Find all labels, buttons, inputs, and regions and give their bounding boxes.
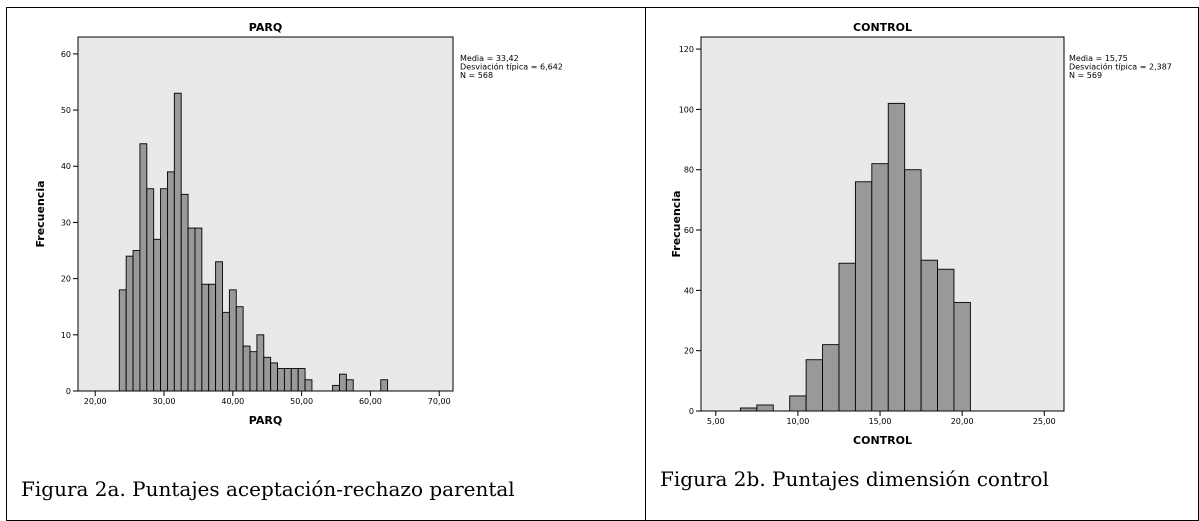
histogram-bar <box>270 362 278 392</box>
stats-line: N = 568 <box>460 71 493 80</box>
x-tick-label: 15,00 <box>869 417 892 426</box>
histogram-bar <box>139 143 148 392</box>
histogram-bar <box>739 407 758 412</box>
y-tick-label: 0 <box>66 387 71 396</box>
x-tick-label: 40,00 <box>221 397 244 406</box>
histogram-bar <box>201 283 210 392</box>
histogram-bar <box>805 359 823 412</box>
x-tick-label: 70,00 <box>428 397 451 406</box>
y-axis-label: Frecuencia <box>34 180 47 247</box>
histogram-bar <box>153 238 162 392</box>
histogram-bar <box>304 379 313 392</box>
histogram-bar <box>838 262 856 412</box>
x-tick-label: 5,00 <box>707 417 725 426</box>
x-tick-label: 25,00 <box>1033 417 1056 426</box>
histogram-bar <box>854 181 873 412</box>
x-tick-label: 20,00 <box>84 397 107 406</box>
y-tick-label: 20 <box>684 347 694 356</box>
y-tick-label: 60 <box>684 226 694 235</box>
caption-figure-2b: Figura 2b. Puntajes dimensión control <box>660 467 1049 491</box>
histogram-bar <box>180 193 189 392</box>
histogram-bar <box>380 379 389 392</box>
y-tick-label: 10 <box>61 331 71 340</box>
stats-line: Desviación típica = 6,642 <box>460 62 563 72</box>
histogram-bar <box>235 306 244 392</box>
histogram-bar <box>118 289 127 392</box>
histogram-bar <box>228 289 237 392</box>
histogram-bar <box>249 351 258 392</box>
histogram-bar <box>953 301 971 412</box>
y-tick-label: 60 <box>61 50 71 59</box>
x-tick-label: 20,00 <box>951 417 974 426</box>
stats-line: Media = 33,42 <box>460 54 519 63</box>
x-axis-label: CONTROL <box>853 434 912 447</box>
chart-title: PARQ <box>249 21 282 34</box>
y-axis-label: Frecuencia <box>670 190 683 257</box>
chart-title: CONTROL <box>853 21 912 34</box>
y-tick-label: 80 <box>684 166 694 175</box>
histogram-bar <box>173 92 182 392</box>
y-tick-label: 50 <box>61 106 71 115</box>
x-tick-label: 30,00 <box>153 397 176 406</box>
stats-line: Media = 15,75 <box>1069 54 1128 63</box>
histogram-bar <box>215 261 223 392</box>
histogram-bar <box>256 334 265 392</box>
histogram-bar <box>871 163 889 412</box>
histogram-bar <box>345 379 354 392</box>
y-tick-label: 20 <box>61 275 71 284</box>
histogram-bar <box>242 345 251 392</box>
x-tick-label: 50,00 <box>290 397 313 406</box>
histogram-bar <box>937 268 955 412</box>
y-tick-label: 40 <box>61 162 71 171</box>
histogram-bar <box>222 311 230 392</box>
x-axis-label: PARQ <box>249 414 282 427</box>
stats-line: N = 569 <box>1069 71 1102 80</box>
histogram-bar <box>263 356 272 392</box>
y-tick-label: 30 <box>61 218 71 227</box>
histogram-bar <box>756 404 774 412</box>
histogram-bar <box>277 368 285 392</box>
histogram-bar <box>146 188 155 392</box>
histogram-bar <box>283 368 292 392</box>
histogram-bar <box>166 171 175 392</box>
y-tick-label: 40 <box>684 286 694 295</box>
histogram-bar <box>208 283 217 392</box>
histogram-bar <box>822 344 840 412</box>
x-tick-label: 10,00 <box>786 417 809 426</box>
y-tick-label: 120 <box>679 45 694 54</box>
histogram-bar <box>887 102 906 412</box>
histogram-bar <box>297 368 306 392</box>
histogram-bar <box>160 188 168 392</box>
histogram-bar <box>187 227 196 392</box>
histogram-bar <box>789 395 807 412</box>
x-tick-label: 60,00 <box>359 397 382 406</box>
histogram-bar <box>920 259 938 412</box>
histogram-bar <box>132 250 141 392</box>
histogram-bar <box>194 227 203 392</box>
histogram-bar <box>332 384 340 392</box>
stats-line: Desviación típica = 2,387 <box>1069 62 1172 72</box>
caption-figure-2a: Figura 2a. Puntajes aceptación-rechazo p… <box>21 477 515 501</box>
histogram-bar <box>290 368 299 392</box>
y-tick-label: 0 <box>689 407 694 416</box>
histogram-bar <box>125 255 134 392</box>
y-tick-label: 100 <box>679 105 694 114</box>
histogram-bar <box>904 169 922 412</box>
histogram-bar <box>339 373 347 392</box>
